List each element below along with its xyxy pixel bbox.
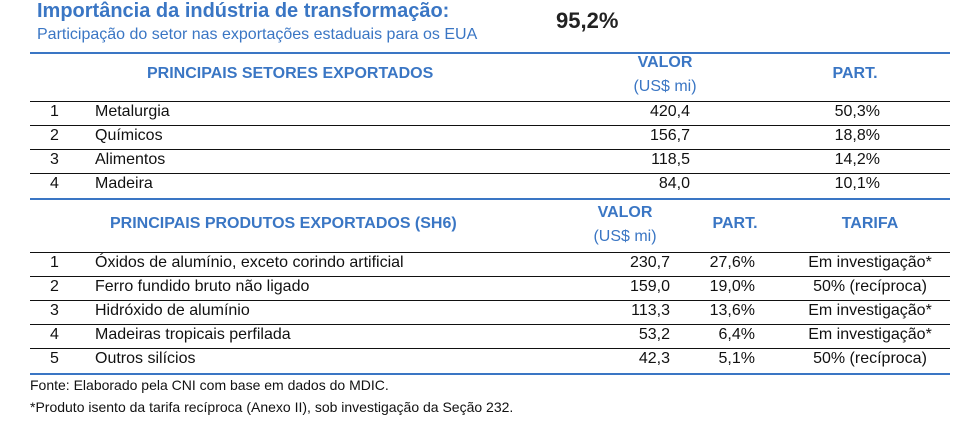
product-part: 13,6% xyxy=(709,302,755,319)
products-table-title: PRINCIPAIS PRODUTOS EXPORTADOS (SH6) xyxy=(110,215,457,232)
sector-rank: 4 xyxy=(50,175,59,192)
product-name: Ferro fundido bruto não ligado xyxy=(95,278,310,295)
product-part: 5,1% xyxy=(718,350,755,367)
sector-part: 50,3% xyxy=(834,103,880,120)
tariff-footnote: *Produto isento da tarifa recíproca (Ane… xyxy=(30,399,514,415)
row-divider xyxy=(30,125,950,126)
product-tariff: Em investigação* xyxy=(808,326,932,343)
sector-part: 18,8% xyxy=(834,127,880,144)
product-name: Outros silícios xyxy=(95,350,196,367)
source-note: Fonte: Elaborado pela CNI com base em da… xyxy=(30,377,389,393)
product-rank: 1 xyxy=(50,254,59,271)
page-title: Importância da indústria de transformaçã… xyxy=(37,0,450,22)
product-rank: 4 xyxy=(50,326,59,343)
sector-rank: 2 xyxy=(50,127,59,144)
products-col-tariff: TARIFA xyxy=(841,215,899,232)
product-name: Hidróxido de alumínio xyxy=(95,302,250,319)
product-tariff: 50% (recíproca) xyxy=(813,278,927,295)
product-tariff: Em investigação* xyxy=(808,302,932,319)
product-rank: 3 xyxy=(50,302,59,319)
product-rank: 2 xyxy=(50,278,59,295)
products-bottom-rule xyxy=(30,373,950,375)
row-divider xyxy=(30,173,950,174)
products-top-rule xyxy=(30,198,950,200)
row-divider xyxy=(30,276,950,277)
product-value: 113,3 xyxy=(631,302,670,319)
sector-name: Alimentos xyxy=(95,151,166,168)
products-col-part: PART. xyxy=(712,215,758,232)
product-value: 230,7 xyxy=(629,254,670,271)
sectors-col-value: VALOR xyxy=(637,54,693,71)
product-rank: 5 xyxy=(50,350,59,367)
product-name: Madeiras tropicais perfilada xyxy=(95,326,291,343)
sectors-col-part: PART. xyxy=(832,65,878,82)
row-divider xyxy=(30,324,950,325)
sectors-table-title: PRINCIPAIS SETORES EXPORTADOS xyxy=(147,65,434,82)
row-divider xyxy=(30,300,950,301)
product-value: 159,0 xyxy=(629,278,670,295)
products-col-value: VALOR xyxy=(597,204,653,221)
sector-name: Madeira xyxy=(95,175,153,192)
product-value: 42,3 xyxy=(638,350,670,367)
sectors-header-line xyxy=(30,101,950,102)
product-part: 19,0% xyxy=(709,278,755,295)
sector-name: Químicos xyxy=(95,127,163,144)
products-header-line xyxy=(30,252,950,253)
sector-part: 10,1% xyxy=(834,175,880,192)
row-divider xyxy=(30,348,950,349)
product-tariff: Em investigação* xyxy=(808,254,932,271)
product-part: 27,6% xyxy=(709,254,755,271)
sector-part: 14,2% xyxy=(834,151,880,168)
product-tariff: 50% (recíproca) xyxy=(813,350,927,367)
sector-value: 84,0 xyxy=(658,175,690,192)
sectors-top-rule xyxy=(30,52,950,54)
row-divider xyxy=(30,149,950,150)
product-value: 53,2 xyxy=(638,326,670,343)
sector-value: 156,7 xyxy=(649,127,690,144)
product-part: 6,4% xyxy=(718,326,755,343)
products-col-value-unit: (US$ mi) xyxy=(593,228,657,245)
sector-value: 420,4 xyxy=(649,103,690,120)
sector-rank: 3 xyxy=(50,151,59,168)
page-subtitle: Participação do setor nas exportações es… xyxy=(37,26,478,43)
industry-share-value: 95,2% xyxy=(556,8,619,33)
sector-name: Metalurgia xyxy=(95,103,170,120)
sectors-col-value-unit: (US$ mi) xyxy=(633,78,697,95)
sector-rank: 1 xyxy=(50,103,59,120)
product-name: Óxidos de alumínio, exceto corindo artif… xyxy=(95,254,404,271)
sector-value: 118,5 xyxy=(651,151,690,168)
